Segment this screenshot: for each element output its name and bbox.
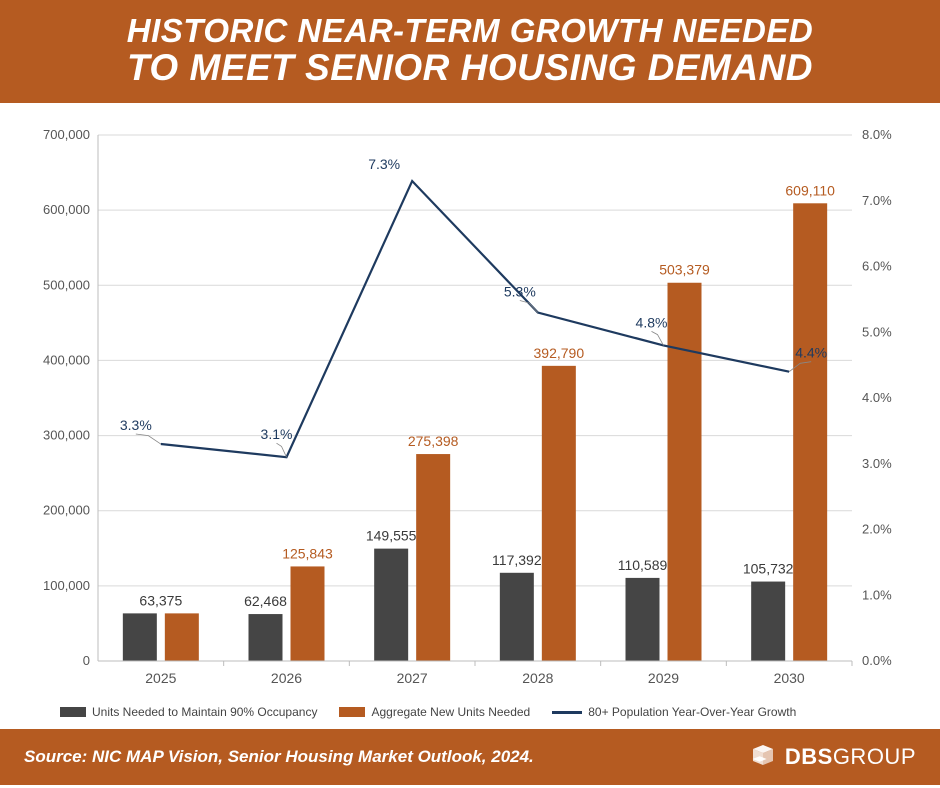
svg-text:105,732: 105,732 [743,561,794,577]
svg-text:200,000: 200,000 [43,503,90,518]
footer-banner: Source: NIC MAP Vision, Senior Housing M… [0,729,940,785]
logo-light: GROUP [833,744,916,769]
title-banner: HISTORIC NEAR-TERM GROWTH NEEDED TO MEET… [0,0,940,103]
svg-text:400,000: 400,000 [43,353,90,368]
svg-text:110,589: 110,589 [618,557,668,573]
legend-item-3: 80+ Population Year-Over-Year Growth [552,705,796,719]
source-text: Source: NIC MAP Vision, Senior Housing M… [24,747,534,767]
legend-swatch-3 [552,711,582,714]
svg-text:2029: 2029 [648,670,679,686]
svg-text:392,790: 392,790 [534,345,585,361]
svg-text:6.0%: 6.0% [862,259,892,274]
svg-text:3.3%: 3.3% [120,418,152,434]
legend-swatch-1 [60,707,86,717]
logo-icon [749,743,779,771]
svg-text:5.3%: 5.3% [504,284,536,300]
svg-text:2027: 2027 [397,670,428,686]
svg-text:62,468: 62,468 [244,594,287,610]
svg-text:0: 0 [83,653,90,668]
svg-text:4.8%: 4.8% [636,315,668,331]
legend: Units Needed to Maintain 90% Occupancy A… [0,705,940,729]
svg-text:2.0%: 2.0% [862,522,892,537]
svg-text:275,398: 275,398 [408,434,459,450]
svg-text:609,110: 609,110 [785,183,835,199]
legend-swatch-2 [339,707,365,717]
svg-text:125,843: 125,843 [282,546,333,562]
svg-text:300,000: 300,000 [43,428,90,443]
svg-text:63,375: 63,375 [139,593,182,609]
legend-label-1: Units Needed to Maintain 90% Occupancy [92,705,317,719]
svg-text:2026: 2026 [271,670,302,686]
logo-bold: DBS [785,744,833,769]
svg-text:4.4%: 4.4% [795,345,827,361]
svg-text:100,000: 100,000 [43,578,90,593]
svg-text:503,379: 503,379 [659,262,710,278]
title-line-1: HISTORIC NEAR-TERM GROWTH NEEDED [20,14,920,49]
svg-text:7.0%: 7.0% [862,193,892,208]
title-line-2: TO MEET SENIOR HOUSING DEMAND [20,49,920,88]
svg-text:3.1%: 3.1% [261,427,293,443]
svg-text:2028: 2028 [522,670,553,686]
svg-text:149,555: 149,555 [366,528,417,544]
svg-text:700,000: 700,000 [43,127,90,142]
svg-text:500,000: 500,000 [43,278,90,293]
legend-item-1: Units Needed to Maintain 90% Occupancy [60,705,317,719]
svg-text:2025: 2025 [145,670,176,686]
svg-text:4.0%: 4.0% [862,390,892,405]
svg-text:3.0%: 3.0% [862,456,892,471]
brand-logo: DBSGROUP [749,743,916,771]
svg-text:0.0%: 0.0% [862,653,892,668]
svg-text:600,000: 600,000 [43,203,90,218]
legend-label-3: 80+ Population Year-Over-Year Growth [588,705,796,719]
svg-text:117,392: 117,392 [492,552,542,568]
svg-text:8.0%: 8.0% [862,127,892,142]
combo-chart: 0 100,000 200,000 300,000 400,000 500,000 600,… [30,121,910,697]
chart-area: 0 100,000 200,000 300,000 400,000 500,000 600,… [0,103,940,705]
svg-text:7.3%: 7.3% [368,157,400,173]
legend-label-2: Aggregate New Units Needed [371,705,530,719]
legend-item-2: Aggregate New Units Needed [339,705,530,719]
logo-text: DBSGROUP [785,744,916,770]
svg-text:1.0%: 1.0% [862,588,892,603]
svg-text:5.0%: 5.0% [862,325,892,340]
svg-text:2030: 2030 [774,670,805,686]
